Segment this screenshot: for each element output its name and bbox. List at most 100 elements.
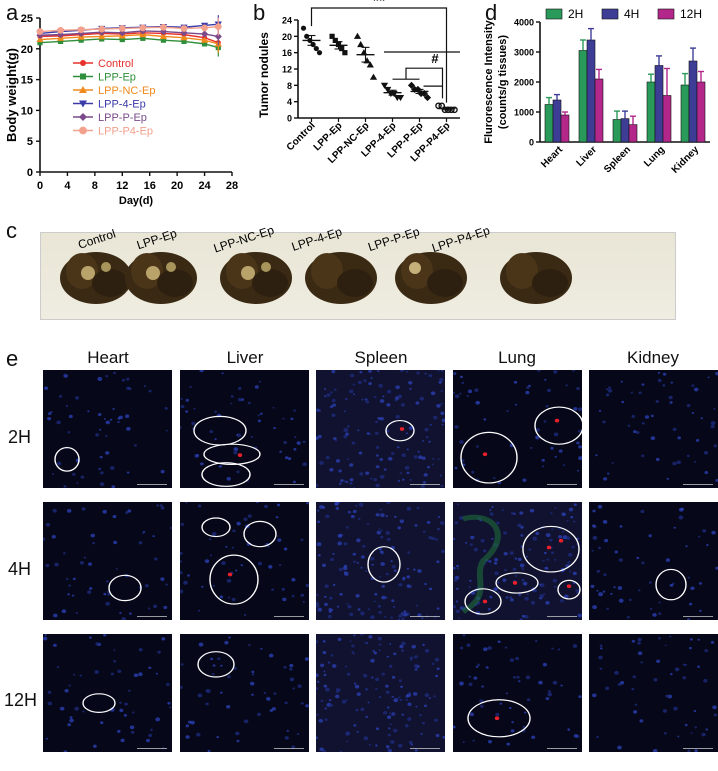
nucleus-dot — [370, 477, 373, 480]
nucleus-dot — [461, 381, 465, 384]
micrograph-background — [43, 370, 172, 488]
nucleus-dot — [563, 594, 569, 599]
nucleus-dot — [662, 372, 667, 376]
nucleus-dot — [324, 602, 328, 607]
nucleus-dot — [63, 484, 67, 488]
nucleus-dot — [99, 428, 102, 431]
nucleus-dot — [428, 373, 433, 378]
nucleus-dot — [701, 732, 706, 737]
nucleus-dot — [435, 733, 440, 738]
nucleus-dot — [351, 651, 355, 654]
nucleus-dot — [45, 737, 48, 740]
nucleus-dot — [266, 697, 271, 701]
nucleus-dot — [359, 472, 364, 476]
nucleus-dot — [44, 386, 49, 390]
y-tick-label: 2000 — [514, 78, 534, 88]
nucleus-dot — [113, 649, 116, 651]
nucleus-dot — [236, 739, 240, 743]
nucleus-dot — [380, 529, 383, 532]
nucleus-dot — [436, 527, 440, 531]
nucleus-dot — [570, 515, 574, 519]
nucleus-dot — [56, 461, 62, 466]
nucleus-dot — [614, 670, 619, 675]
nucleus-dot — [494, 571, 499, 576]
nucleus-dot — [509, 658, 514, 662]
nucleus-dot — [367, 608, 371, 611]
nucleus-dot — [128, 689, 131, 692]
nucleus-dot — [72, 472, 76, 476]
nucleus-dot — [541, 465, 545, 468]
nucleus-dot — [287, 457, 292, 461]
nucleus-dot — [472, 739, 475, 742]
nucleus-dot — [297, 684, 302, 688]
nucleus-dot — [210, 657, 213, 661]
nucleus-dot — [138, 648, 143, 652]
micrograph-background — [453, 370, 582, 488]
x-tick-label: 12 — [116, 180, 128, 192]
legend-label: LPP-NC-Ep — [98, 85, 155, 97]
nucleus-dot — [482, 549, 487, 553]
nucleus-dot — [160, 577, 165, 581]
nucleus-dot — [576, 537, 580, 540]
nucleus-dot — [566, 536, 571, 540]
data-point — [37, 40, 43, 46]
nucleus-dot — [324, 595, 327, 598]
nucleus-dot — [58, 395, 63, 398]
nucleus-dot — [343, 410, 347, 413]
nucleus-dot — [205, 702, 209, 706]
nucleus-dot — [353, 682, 357, 685]
nucleus-dot — [549, 538, 553, 542]
nucleus-dot — [273, 426, 276, 430]
nucleus-dot — [316, 640, 319, 644]
nucleus-dot — [550, 446, 554, 450]
nucleus-dot — [105, 451, 110, 455]
nucleus-dot — [90, 533, 95, 538]
nucleus-dot — [220, 691, 223, 694]
nucleus-dot — [98, 467, 102, 471]
nucleus-dot — [535, 531, 540, 536]
nucleus-dot — [334, 439, 338, 442]
nucleus-dot — [526, 593, 529, 596]
nucleus-dot — [662, 709, 667, 713]
roi-circle — [108, 574, 142, 602]
nucleus-dot — [699, 609, 702, 612]
nucleus-dot — [406, 506, 412, 511]
panel-letter-b: b — [253, 0, 266, 25]
fluorescence-signal — [482, 452, 488, 457]
nucleus-dot — [317, 520, 321, 524]
nucleus-dot — [160, 506, 165, 510]
nucleus-dot — [473, 547, 479, 552]
nucleus-dot — [216, 735, 219, 739]
nucleus-dot — [531, 735, 536, 739]
nucleus-dot — [393, 569, 397, 572]
nucleus-dot — [163, 605, 168, 610]
nucleus-dot — [44, 634, 47, 636]
nucleus-dot — [350, 514, 355, 519]
nucleus-dot — [441, 418, 445, 423]
nucleus-dot — [687, 618, 690, 620]
nucleus-dot — [388, 712, 391, 714]
nucleus-dot — [426, 520, 431, 524]
nucleus-dot — [442, 735, 445, 739]
roi-circle — [201, 517, 231, 538]
nucleus-dot — [542, 559, 545, 562]
nucleus-dot — [180, 404, 185, 409]
nucleus-dot — [641, 422, 645, 425]
nucleus-dot — [103, 634, 107, 637]
nucleus-dot — [254, 385, 259, 389]
tumor-nodule — [261, 262, 271, 272]
nucleus-dot — [525, 675, 531, 680]
nucleus-dot — [403, 610, 407, 613]
nucleus-dot — [357, 517, 361, 521]
nucleus-dot — [393, 698, 399, 703]
nucleus-dot — [554, 455, 557, 458]
nucleus-dot — [349, 389, 354, 394]
nucleus-dot — [365, 715, 368, 718]
nucleus-dot — [146, 738, 150, 743]
nucleus-dot — [51, 473, 55, 475]
nucleus-dot — [397, 394, 403, 399]
nucleus-dot — [364, 398, 368, 401]
y-tick-label: 20 — [282, 32, 292, 42]
nucleus-dot — [436, 667, 440, 671]
nucleus-dot — [657, 371, 661, 374]
